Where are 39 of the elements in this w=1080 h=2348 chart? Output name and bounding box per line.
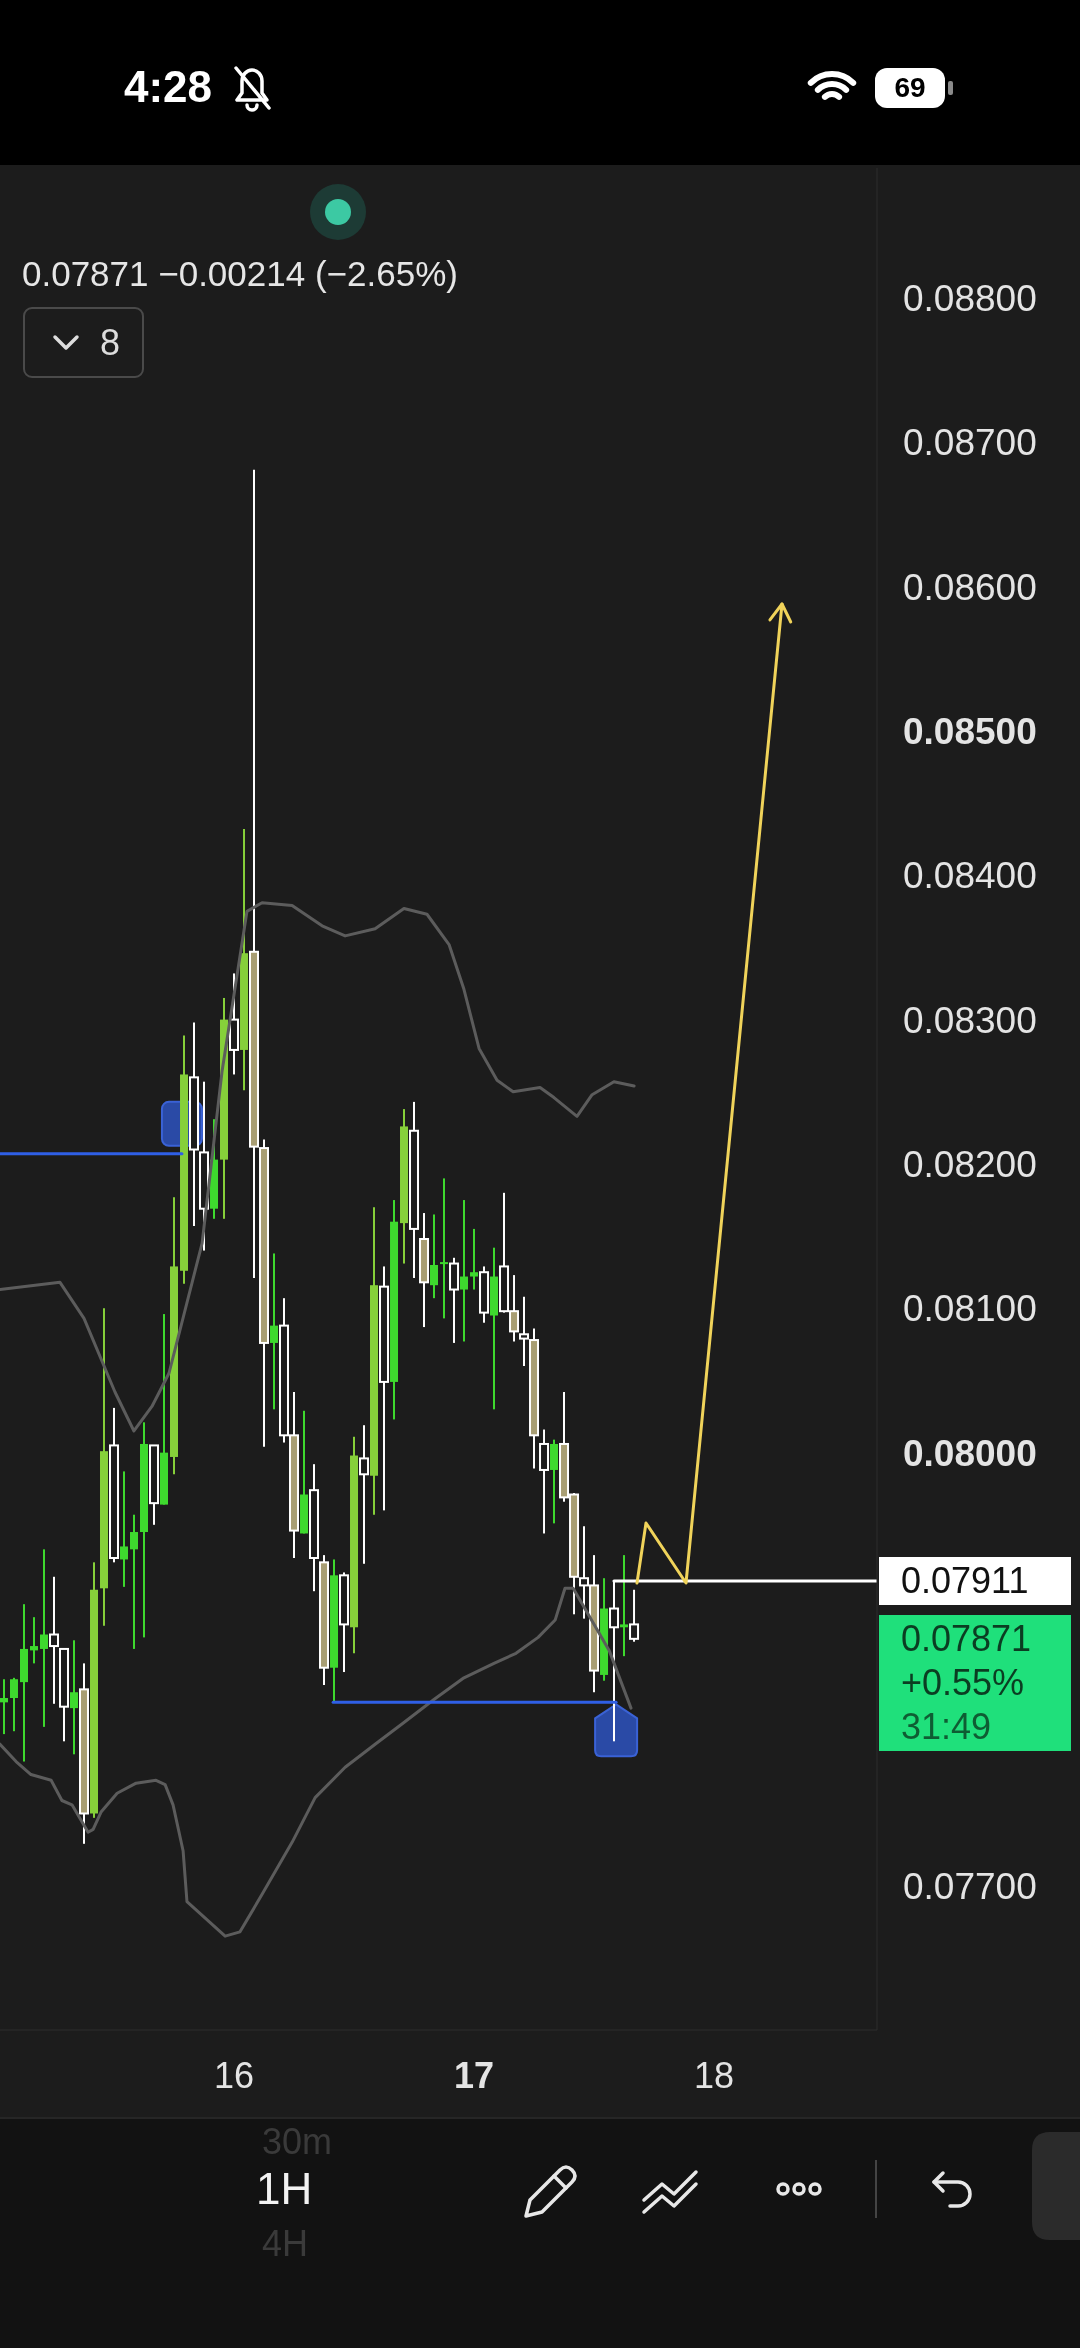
- x-tick-label: 18: [694, 2054, 735, 2096]
- text: +0.55%: [901, 1661, 1025, 1704]
- candlestick: [620, 1554, 629, 1658]
- candlestick: [0, 1678, 8, 1736]
- candlestick: [460, 1199, 469, 1343]
- text: 1H: [256, 2164, 313, 2214]
- text: 4:28: [124, 62, 213, 112]
- text: 0.07871 −0.00214 (−2.65%): [22, 254, 458, 294]
- y-tick-label: 0.08700: [903, 422, 1037, 464]
- candlestick: [130, 1513, 138, 1650]
- y-tick-label: 0.08800: [903, 278, 1037, 320]
- y-tick-label: 0.08100: [903, 1288, 1037, 1330]
- y-tick-label: 0.08600: [903, 566, 1037, 608]
- y-tick-label: 0.08500: [903, 711, 1037, 753]
- candlestick: [9, 1676, 18, 1733]
- candlestick: [359, 1424, 370, 1565]
- annotation: 8: [100, 322, 121, 364]
- y-tick-label: 0.08400: [903, 855, 1037, 897]
- candlestick: [30, 1616, 39, 1665]
- candlestick: [49, 1575, 59, 1705]
- candlestick: [440, 1177, 449, 1320]
- text: 0.07871: [901, 1617, 1032, 1660]
- candlestick: [69, 1639, 78, 1756]
- y-tick-label: 0.08300: [903, 999, 1037, 1041]
- candlestick: [39, 1548, 48, 1728]
- candlestick: [629, 1588, 640, 1643]
- candlestick: [430, 1213, 439, 1300]
- candlestick: [120, 1470, 129, 1588]
- y-tick-label: 0.08000: [903, 1432, 1037, 1474]
- y-tick-label: 0.07700: [903, 1865, 1037, 1907]
- x-tick-label: 16: [213, 2054, 255, 2096]
- text: 31:49: [901, 1705, 992, 1748]
- line-series: [0, 901, 636, 1433]
- candlestick: [270, 1252, 279, 1411]
- x-tick-label: 17: [454, 2054, 495, 2096]
- candlestick: [470, 1227, 479, 1291]
- annotation: 0.07911: [901, 1560, 1029, 1603]
- y-tick-label: 0.08200: [903, 1144, 1037, 1186]
- line-series: [0, 1586, 633, 1938]
